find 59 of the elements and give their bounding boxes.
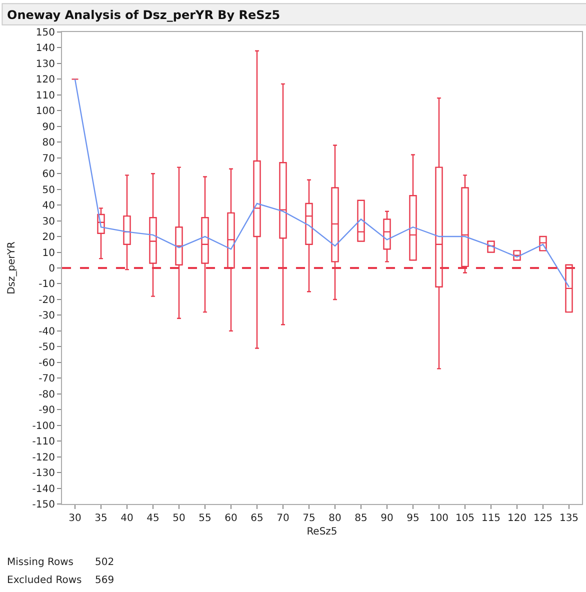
y-tick-label: 30 bbox=[42, 216, 55, 228]
line-series bbox=[74, 78, 570, 288]
y-tick-label: -10 bbox=[38, 279, 55, 290]
x-tick-label: 50 bbox=[172, 513, 186, 524]
y-tick-label: -60 bbox=[38, 358, 55, 369]
y-tick-label: 0 bbox=[48, 264, 55, 274]
x-tick-label: 60 bbox=[224, 513, 238, 524]
y-tick-label: -50 bbox=[38, 342, 55, 354]
y-tick-label: 60 bbox=[42, 169, 55, 180]
y-tick-label: -150 bbox=[32, 500, 55, 510]
x-tick-label: 85 bbox=[354, 513, 368, 524]
y-tick-label: -20 bbox=[38, 294, 55, 306]
x-tick-label: 75 bbox=[302, 513, 316, 524]
y-tick-label: -100 bbox=[32, 420, 55, 432]
x-tick-label: 35 bbox=[94, 513, 108, 524]
y-tick-label: 150 bbox=[36, 28, 55, 38]
y-tick-label: -70 bbox=[38, 374, 55, 385]
x-tick-label: 115 bbox=[481, 513, 501, 524]
y-tick-label: 140 bbox=[36, 43, 55, 54]
y-tick-label: -120 bbox=[32, 452, 55, 464]
x-tick-label: 45 bbox=[146, 513, 160, 524]
text: Missing Rows bbox=[7, 557, 74, 568]
x-tick-label: 120 bbox=[507, 513, 527, 524]
y-tick-label: 40 bbox=[42, 200, 55, 212]
y-tick-label: 110 bbox=[36, 90, 55, 102]
y-tick-label: 10 bbox=[42, 248, 55, 259]
y-tick-label: -40 bbox=[38, 326, 55, 338]
x-axis-title: ReSz5 bbox=[306, 526, 338, 538]
y-tick-label: 130 bbox=[36, 58, 55, 70]
y-tick-label: -90 bbox=[38, 405, 55, 416]
y-tick-label: 100 bbox=[36, 106, 55, 118]
text: 569 bbox=[95, 575, 114, 586]
x-tick-label: 90 bbox=[380, 513, 394, 524]
x-tick-label: 105 bbox=[455, 513, 475, 524]
y-tick-label: 90 bbox=[42, 122, 55, 133]
y-tick-label: -130 bbox=[32, 468, 55, 480]
text: Excluded Rows bbox=[7, 575, 82, 586]
x-tick-label: 65 bbox=[250, 513, 264, 524]
y-tick-label: 50 bbox=[42, 184, 55, 196]
x-tick-label: 80 bbox=[328, 513, 342, 524]
y-tick-label: 70 bbox=[42, 153, 55, 164]
x-tick-label: 40 bbox=[120, 513, 134, 524]
x-tick-label: 30 bbox=[68, 513, 82, 524]
x-tick-label: 125 bbox=[533, 513, 553, 524]
x-tick-label: 95 bbox=[406, 513, 420, 524]
x-tick-label: 70 bbox=[276, 513, 290, 524]
x-tick-label: 100 bbox=[429, 513, 449, 524]
x-tick-label: 135 bbox=[559, 513, 579, 524]
y-tick-label: -140 bbox=[32, 484, 55, 495]
y-tick-label: 120 bbox=[36, 74, 55, 86]
chart-title: Oneway Analysis of Dsz_perYR By ReSz5 bbox=[7, 8, 280, 22]
text: 502 bbox=[95, 557, 114, 568]
y-tick-label: -80 bbox=[38, 389, 55, 400]
y-tick-label: 20 bbox=[42, 232, 55, 244]
y-axis-title: Dsz_perYR bbox=[6, 242, 18, 294]
y-tick-label: 80 bbox=[42, 138, 55, 149]
x-tick-label: 55 bbox=[198, 513, 212, 524]
y-tick-label: -110 bbox=[32, 436, 55, 448]
y-tick-label: -30 bbox=[38, 310, 55, 322]
